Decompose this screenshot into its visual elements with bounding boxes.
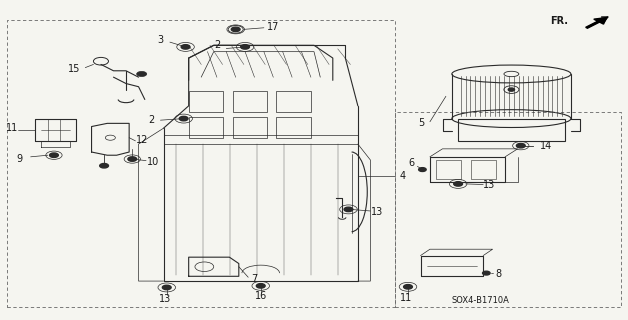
- Text: 2: 2: [148, 115, 154, 125]
- Text: 11: 11: [6, 123, 18, 133]
- Text: 4: 4: [400, 171, 406, 181]
- Circle shape: [241, 45, 249, 49]
- Circle shape: [454, 182, 462, 186]
- Text: 5: 5: [419, 118, 425, 128]
- Text: 3: 3: [158, 35, 163, 44]
- Bar: [458, 119, 565, 141]
- Text: 2: 2: [214, 40, 220, 50]
- Circle shape: [419, 168, 426, 172]
- Circle shape: [100, 164, 109, 168]
- Bar: [188, 117, 223, 138]
- Text: 16: 16: [254, 292, 267, 301]
- Circle shape: [344, 207, 353, 212]
- Bar: [470, 160, 495, 179]
- Circle shape: [128, 157, 137, 161]
- Bar: [276, 92, 311, 112]
- Circle shape: [256, 284, 265, 288]
- Text: 12: 12: [136, 135, 148, 145]
- Circle shape: [516, 143, 525, 148]
- Text: 9: 9: [16, 154, 23, 164]
- Text: 13: 13: [484, 180, 495, 190]
- Bar: [188, 92, 223, 112]
- FancyArrow shape: [586, 18, 607, 28]
- Bar: [232, 117, 267, 138]
- Text: 13: 13: [159, 293, 171, 304]
- Text: 15: 15: [68, 64, 81, 74]
- Bar: [276, 117, 311, 138]
- Text: 10: 10: [147, 156, 159, 167]
- Circle shape: [231, 27, 240, 32]
- Circle shape: [50, 153, 58, 157]
- Circle shape: [137, 71, 147, 76]
- Text: FR.: FR.: [550, 16, 568, 27]
- Text: 17: 17: [267, 22, 279, 32]
- Text: 13: 13: [371, 207, 383, 217]
- Circle shape: [163, 285, 171, 290]
- Text: 7: 7: [251, 274, 257, 284]
- Text: 14: 14: [539, 141, 552, 151]
- Text: SOX4-B1710A: SOX4-B1710A: [452, 296, 510, 305]
- Bar: [232, 92, 267, 112]
- Circle shape: [482, 271, 490, 275]
- Circle shape: [181, 45, 190, 49]
- Bar: [436, 160, 461, 179]
- Circle shape: [508, 88, 514, 91]
- Circle shape: [404, 284, 413, 289]
- Text: 11: 11: [400, 293, 412, 303]
- Text: 8: 8: [495, 269, 502, 279]
- Text: 6: 6: [408, 158, 414, 168]
- Circle shape: [179, 116, 188, 121]
